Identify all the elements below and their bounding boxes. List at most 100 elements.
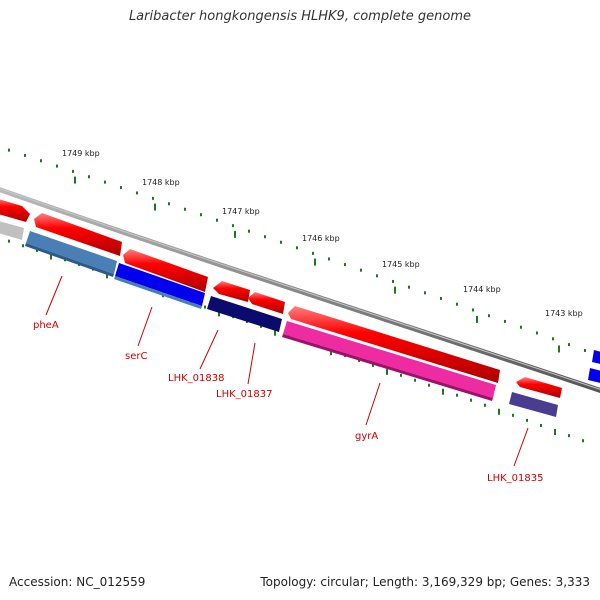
kbp-ruler: 1749 kbp 1748 kbp 1747 kbp 1746 kbp 1745…: [8, 148, 586, 353]
ruler-dot: [216, 218, 218, 222]
gene-label-lhk-01837[interactable]: LHK_01837: [216, 389, 272, 400]
ruler-dot: [280, 240, 282, 244]
gene-bar-serC[interactable]: [115, 263, 205, 306]
cds-partial-right-1: [592, 350, 600, 364]
gene-bars: [25, 231, 558, 417]
ruler-dot: [584, 348, 586, 352]
inner-track-dot: [442, 388, 444, 395]
leader-line-lhk-01838: [199, 329, 219, 370]
ruler-dot: [264, 235, 266, 239]
cds-arrow[interactable]: [248, 292, 285, 314]
gene-label-lhk-01835[interactable]: LHK_01835: [487, 473, 543, 484]
ruler-label-1748: 1748 kbp: [142, 178, 180, 187]
ruler-label-1744: 1744 kbp: [463, 285, 501, 294]
inner-track-dot: [36, 248, 38, 252]
ruler-dot: [376, 274, 378, 278]
inner-track-dot: [498, 408, 500, 415]
inner-track-dot: [554, 429, 556, 436]
ruler-dot: [344, 263, 346, 267]
cds-arrow[interactable]: [516, 377, 562, 398]
ruler-dot: [552, 337, 554, 341]
gene-bar-serC-shade: [114, 276, 202, 309]
inner-track-dot: [204, 305, 206, 309]
inner-track-dot: [470, 398, 472, 402]
inner-track-dot: [22, 244, 24, 248]
ruler-dot: [568, 343, 570, 347]
ruler-dot: [136, 191, 138, 195]
accession-label: Accession: NC_012559: [9, 575, 146, 589]
gene-label-gyrA[interactable]: gyrA: [355, 431, 378, 442]
inner-track-dot: [428, 383, 430, 387]
inner-track-dot: [218, 310, 220, 317]
ruler-dot: [328, 257, 330, 261]
ruler-label-1745: 1745 kbp: [382, 260, 420, 269]
gene-label-pheA[interactable]: pheA: [33, 320, 59, 331]
cds-partial-left: [0, 221, 24, 240]
inner-track-dot: [50, 253, 52, 260]
inner-track-dot: [386, 368, 388, 375]
ruler-dot: [504, 319, 506, 323]
inner-track-dot: [106, 272, 108, 279]
ruler-dot: [200, 213, 202, 217]
gene-bar-pheA-shade: [25, 243, 114, 277]
inner-track-dot: [484, 403, 486, 407]
genome-backbone: [0, 187, 600, 393]
ruler-major-ticks: [74, 176, 560, 353]
ruler-dot: [248, 229, 250, 233]
ruler-major-tick: [154, 203, 156, 211]
inner-track-dot: [456, 393, 458, 397]
inner-track-dot: [260, 324, 262, 328]
ruler-dot: [40, 159, 42, 163]
ruler-label-1743: 1743 kbp: [545, 309, 583, 318]
leader-line-pheA: [45, 275, 63, 316]
cds-arrow[interactable]: [0, 198, 30, 222]
cds-partial-right-2: [588, 368, 600, 383]
inner-track-dot: [526, 418, 528, 422]
ruler-major-tick: [394, 286, 396, 294]
ruler-dot: [232, 224, 234, 228]
gene-label-lhk-01838[interactable]: LHK_01838: [168, 373, 224, 384]
ruler-dot: [360, 268, 362, 272]
gene-bar-lhk-01835[interactable]: [509, 392, 558, 417]
inner-track-dot: [568, 434, 570, 438]
ruler-dot: [120, 186, 122, 190]
ruler-dot: [184, 207, 186, 211]
ruler-dot: [392, 279, 394, 283]
ruler-major-tick: [234, 230, 236, 238]
inner-track-dot: [414, 378, 416, 382]
ruler-dot: [424, 291, 426, 295]
cds-arrow[interactable]: [34, 213, 122, 256]
ruler-dot: [88, 175, 90, 179]
leader-line-lhk-01837: [247, 342, 256, 385]
cds-arrow[interactable]: [213, 281, 250, 302]
ruler-label-1746: 1746 kbp: [302, 234, 340, 243]
gene-bar-gyrA[interactable]: [283, 321, 496, 398]
inner-track-dot: [358, 358, 360, 362]
gene-labels: pheA serC LHK_01838 LHK_01837 gyrA LHK_0…: [33, 320, 543, 484]
ruler-label-1747: 1747 kbp: [222, 207, 260, 216]
ruler-dot: [408, 285, 410, 289]
leader-line-lhk-01835: [513, 427, 529, 467]
ruler-dot: [296, 246, 298, 250]
ruler-major-tick: [558, 345, 560, 353]
inner-track-dot: [8, 239, 10, 243]
ruler-label-1749: 1749 kbp: [62, 149, 100, 158]
inner-track-dot: [400, 373, 402, 377]
inner-track-dot: [582, 439, 584, 443]
ruler-dot: [536, 331, 538, 335]
gene-label-serC[interactable]: serC: [125, 351, 147, 362]
inner-track-dot: [372, 363, 374, 367]
ruler-major-tick: [314, 258, 316, 266]
gene-bar-pheA[interactable]: [26, 231, 117, 274]
topology-label: Topology: circular; Length: 3,169,329 bp…: [260, 575, 590, 589]
ruler-dot: [456, 302, 458, 306]
cds-arrow[interactable]: [288, 306, 500, 383]
leader-line-serC: [137, 306, 153, 347]
map-title: Laribacter hongkongensis HLHK9, complete…: [128, 9, 472, 24]
ruler-dot: [520, 325, 522, 329]
gene-bar-lhk-01838[interactable]: [207, 296, 282, 332]
ruler-dot: [440, 297, 442, 301]
leader-line-gyrA: [365, 382, 381, 426]
ruler-dot: [56, 164, 58, 168]
cds-arrow[interactable]: [123, 249, 208, 292]
